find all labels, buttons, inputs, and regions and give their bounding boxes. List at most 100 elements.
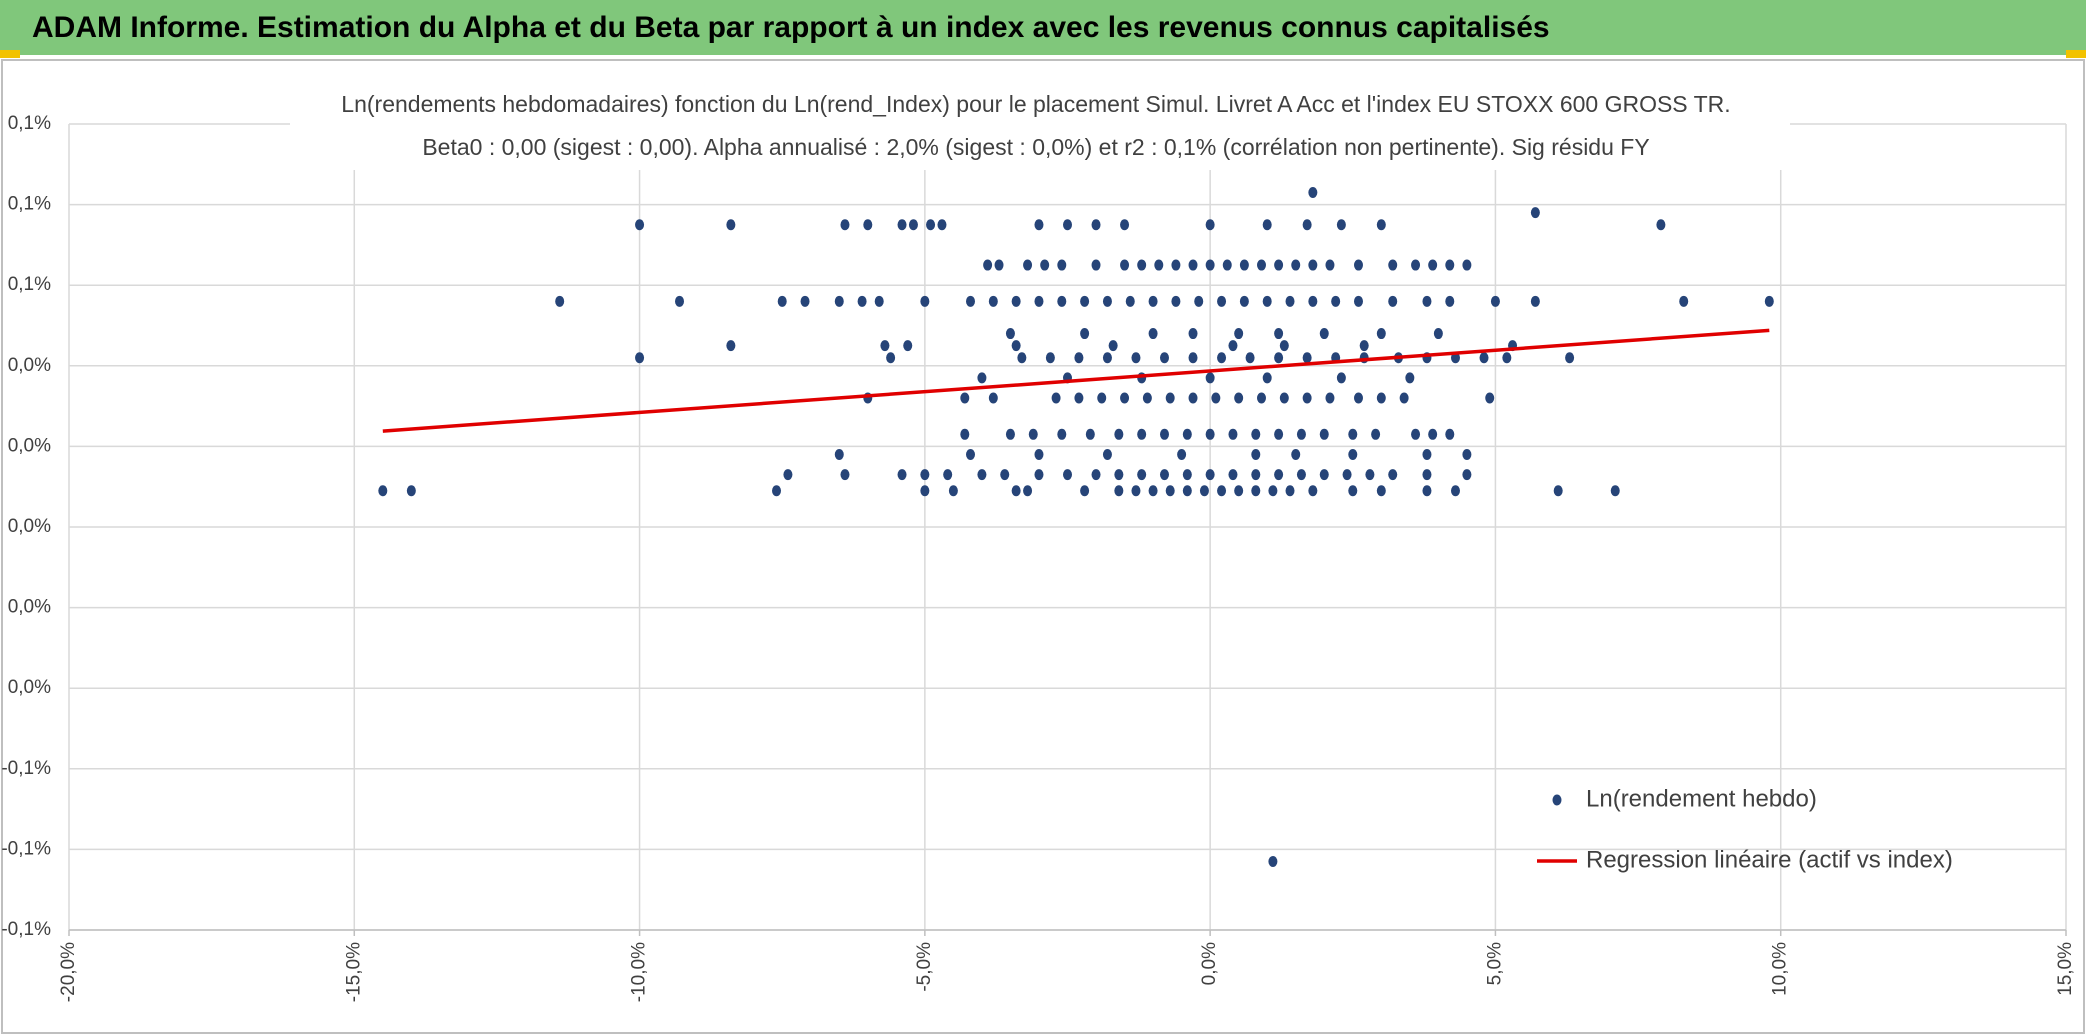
point <box>977 469 987 481</box>
point <box>1091 259 1101 271</box>
point <box>1234 328 1244 340</box>
point <box>1159 352 1169 364</box>
point <box>1011 295 1021 307</box>
point <box>1308 485 1318 497</box>
point <box>1399 392 1409 404</box>
point <box>1217 485 1227 497</box>
x-tick-label: 5,0% <box>1484 942 1505 985</box>
point <box>1011 340 1021 352</box>
point <box>960 392 970 404</box>
point <box>1302 352 1312 364</box>
point <box>1445 295 1455 307</box>
point <box>1085 428 1095 440</box>
point <box>983 259 993 271</box>
point <box>1034 295 1044 307</box>
point <box>1114 428 1124 440</box>
y-tick-label: 0,0% <box>8 677 51 698</box>
point <box>1217 295 1227 307</box>
marks <box>378 187 1774 867</box>
point <box>1182 485 1192 497</box>
point <box>1239 295 1249 307</box>
point <box>1251 469 1261 481</box>
point <box>1074 392 1084 404</box>
point <box>1228 428 1238 440</box>
chart-title: Ln(rendements hebdomadaires) fonction du… <box>341 91 1730 117</box>
point <box>555 295 565 307</box>
point <box>1251 485 1261 497</box>
point <box>1353 259 1363 271</box>
header-title: ADAM Informe. Estimation du Alpha et du … <box>32 11 1550 44</box>
point <box>1159 469 1169 481</box>
point <box>1234 485 1244 497</box>
point <box>1462 259 1472 271</box>
point <box>635 352 645 364</box>
x-tick-label: -20,0% <box>58 942 79 1002</box>
point <box>920 295 930 307</box>
chart-subtitle: Beta0 : 0,00 (sigest : 0,00). Alpha annu… <box>422 134 1649 160</box>
point <box>1023 485 1033 497</box>
point <box>1108 340 1118 352</box>
point <box>840 469 850 481</box>
point <box>726 219 736 231</box>
point <box>1296 469 1306 481</box>
point <box>1074 352 1084 364</box>
point <box>1388 259 1398 271</box>
legend-label: Ln(rendement hebdo) <box>1586 785 1817 812</box>
point <box>1274 328 1284 340</box>
point <box>1159 428 1169 440</box>
point <box>1211 392 1221 404</box>
point <box>1091 219 1101 231</box>
point <box>1102 352 1112 364</box>
point <box>1217 352 1227 364</box>
legend-label: Regression linéaire (actif vs index) <box>1586 846 1953 873</box>
point <box>635 219 645 231</box>
point <box>1285 295 1295 307</box>
point <box>1679 295 1689 307</box>
point <box>1188 328 1198 340</box>
point <box>1365 469 1375 481</box>
point <box>783 469 793 481</box>
point <box>943 469 953 481</box>
point <box>675 295 685 307</box>
y-tick-label: -0,1% <box>1 758 51 779</box>
point <box>1051 392 1061 404</box>
point <box>1428 259 1438 271</box>
point <box>1376 485 1386 497</box>
point <box>1080 328 1090 340</box>
point <box>1023 259 1033 271</box>
point <box>1376 219 1386 231</box>
point <box>960 428 970 440</box>
legend-swatch <box>1552 794 1562 806</box>
point <box>988 295 998 307</box>
point <box>406 485 416 497</box>
point <box>1205 428 1215 440</box>
point <box>1194 295 1204 307</box>
point <box>1205 259 1215 271</box>
x-tick-label: -10,0% <box>629 942 650 1002</box>
point <box>1376 328 1386 340</box>
point <box>880 340 890 352</box>
point <box>1325 259 1335 271</box>
corner-mark <box>0 50 20 58</box>
x-tick-label: -15,0% <box>343 942 364 1002</box>
y-tick-label: 0,0% <box>8 355 51 376</box>
point <box>1251 448 1261 460</box>
point <box>1063 469 1072 481</box>
point <box>772 485 782 497</box>
point <box>1274 259 1284 271</box>
point <box>1279 392 1289 404</box>
point <box>726 340 736 352</box>
point <box>897 219 907 231</box>
point <box>1114 485 1124 497</box>
point <box>1445 428 1455 440</box>
point <box>1319 469 1329 481</box>
point <box>1256 259 1266 271</box>
point <box>1530 295 1540 307</box>
point <box>1057 295 1067 307</box>
point <box>1205 469 1215 481</box>
point <box>1433 328 1443 340</box>
point <box>1131 352 1141 364</box>
point <box>1171 259 1181 271</box>
